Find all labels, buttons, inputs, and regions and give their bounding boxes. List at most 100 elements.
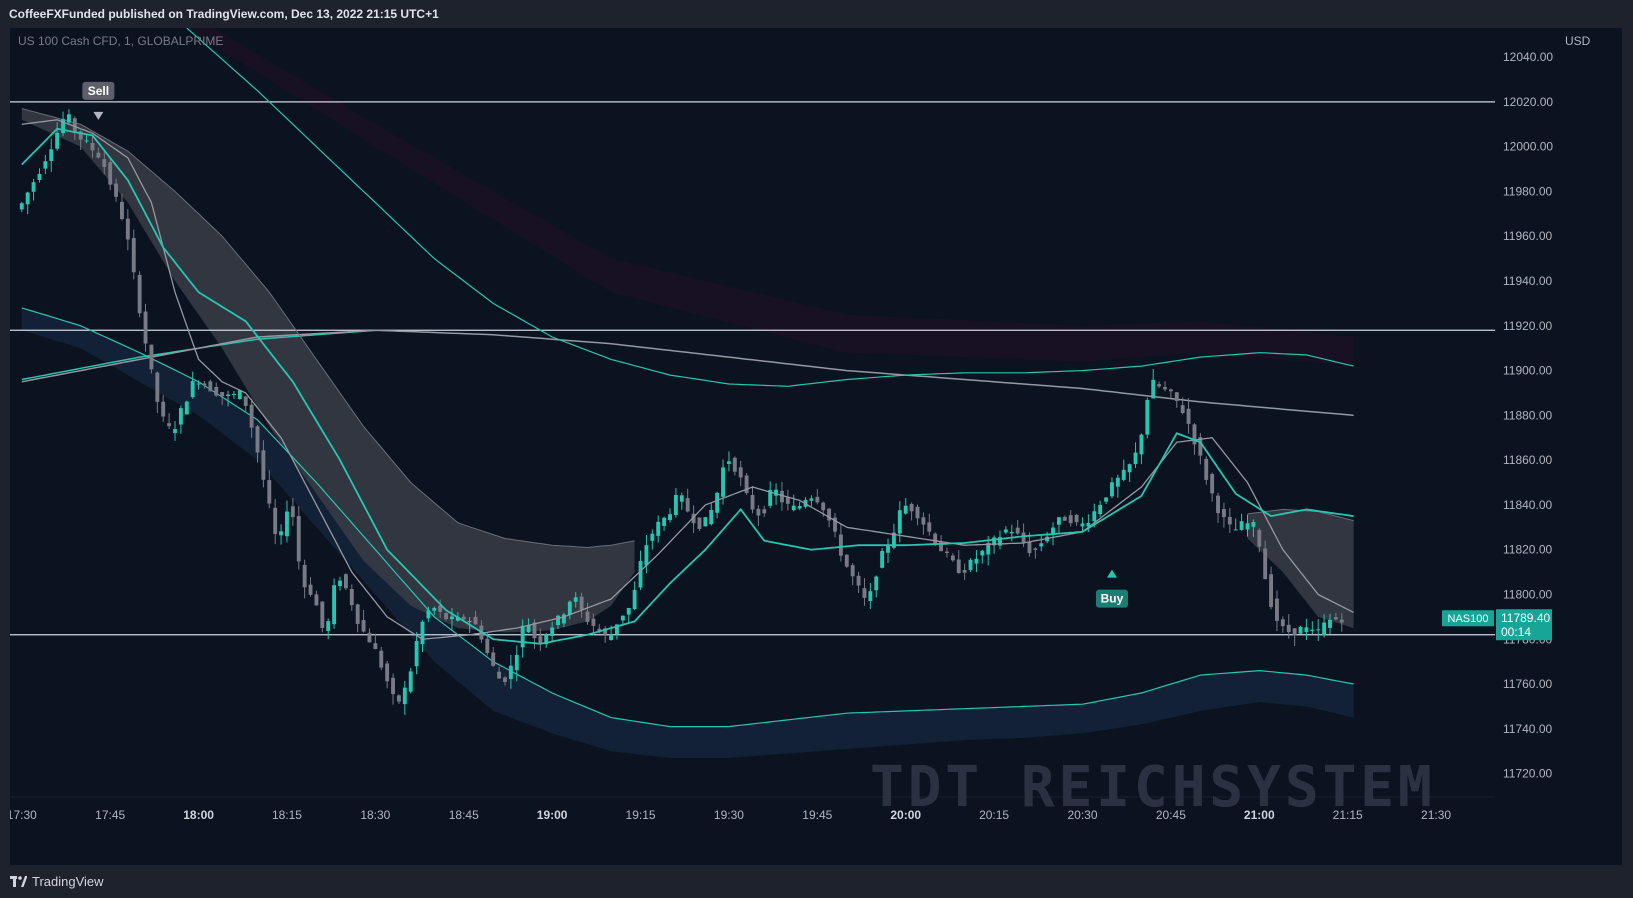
candle-body	[285, 511, 289, 537]
x-axis-tick-label: 18:30	[360, 808, 390, 822]
candle-body	[709, 509, 714, 525]
candle-body	[267, 480, 272, 504]
candle-body	[1033, 548, 1038, 550]
candle-body	[178, 408, 183, 425]
tradingview-logo[interactable]: TradingView	[10, 874, 104, 889]
upper-channel-band	[186, 28, 1354, 367]
candle-body	[338, 580, 342, 586]
publish-info-text: CoffeeFXFunded published on TradingView.…	[9, 7, 439, 21]
symbol-tag-label: NAS100	[1448, 613, 1489, 625]
candle-body	[697, 517, 702, 529]
candle-body	[886, 546, 890, 553]
candle-body	[1015, 527, 1020, 534]
candle-body	[61, 119, 65, 134]
candle-body	[603, 628, 608, 635]
candle-body	[438, 605, 443, 612]
candle-body	[1068, 515, 1073, 524]
candle-body	[37, 173, 42, 180]
y-axis-tick-label: 11800.00	[1503, 587, 1552, 601]
candle-body	[1127, 464, 1132, 473]
candle-body	[208, 381, 213, 392]
candle-body	[791, 505, 796, 511]
candle-body	[809, 498, 814, 501]
candle-body	[49, 149, 54, 162]
candle-body	[526, 625, 531, 633]
candle-body	[503, 677, 507, 683]
candle-body	[514, 654, 519, 671]
candle-body	[915, 506, 920, 519]
candle-body	[391, 677, 395, 695]
y-axis-tick-label: 11860.00	[1503, 453, 1552, 467]
candle-body	[31, 182, 36, 192]
candle-body	[785, 497, 790, 504]
symbol-title[interactable]: US 100 Cash CFD, 1, GLOBALPRIME	[18, 34, 224, 48]
candle-body	[190, 381, 195, 398]
candle-body	[1333, 617, 1338, 620]
y-axis-tick-label: 11840.00	[1503, 498, 1552, 512]
y-axis-tick-label: 11960.00	[1503, 229, 1552, 243]
candle-body	[25, 192, 30, 205]
publish-header: CoffeeFXFunded published on TradingView.…	[0, 0, 1633, 28]
candle-body	[332, 585, 337, 625]
candle-body	[874, 576, 879, 591]
teal-lower-channel-line	[21, 307, 1354, 728]
candle-body	[414, 640, 419, 667]
candle-body	[821, 502, 826, 511]
candle-body	[732, 457, 737, 472]
last-price-label: 11789.40	[1501, 611, 1550, 625]
candle-body	[738, 467, 743, 478]
candle-body	[668, 514, 672, 520]
y-axis-tick-label: 11920.00	[1503, 319, 1552, 333]
candle-body	[1322, 622, 1327, 636]
candle-body	[125, 218, 130, 240]
candle-body	[237, 390, 242, 399]
candle-body	[573, 597, 578, 602]
candle-body	[161, 401, 166, 417]
y-axis-tick-label: 11720.00	[1503, 767, 1552, 781]
candle-body	[43, 161, 48, 169]
candle-body	[1098, 504, 1103, 515]
y-axis-tick-label: 11940.00	[1503, 274, 1552, 288]
buy-signal-badge	[1095, 589, 1128, 608]
candle-body	[838, 534, 843, 556]
price-chart[interactable]: SellBuy11720.0011740.0011760.0011780.001…	[10, 28, 1622, 865]
candle-body	[402, 687, 407, 705]
candle-body	[84, 140, 89, 142]
candle-body	[1145, 399, 1150, 435]
teal-fast-ma-line	[21, 127, 1354, 645]
x-axis-tick-label: 18:45	[449, 808, 479, 822]
candle-body	[891, 532, 896, 548]
candle-body	[167, 423, 172, 427]
chart-pane[interactable]: SellBuy11720.0011740.0011760.0011780.001…	[10, 28, 1622, 865]
candle-body	[998, 537, 1002, 546]
candle-body	[508, 665, 513, 680]
candle-body	[302, 564, 307, 588]
signal-sell: Sell	[82, 81, 115, 120]
x-axis-tick-label: 17:30	[10, 808, 37, 822]
candle-body	[1210, 474, 1215, 494]
candle-body	[726, 461, 731, 464]
candle-body	[72, 118, 77, 132]
candle-body	[491, 652, 496, 666]
candle-body	[184, 401, 189, 415]
candle-body	[385, 663, 390, 682]
x-axis-tick-label: 17:45	[95, 808, 125, 822]
candle-body	[1316, 629, 1321, 631]
candle-body	[927, 522, 932, 532]
candle-body	[650, 533, 655, 541]
grey-cloud-band	[21, 108, 635, 633]
candle-body	[1009, 531, 1014, 534]
x-axis-tick-label: 20:15	[979, 808, 1009, 822]
candle-body	[143, 311, 148, 344]
footer-bar: TradingView	[0, 866, 1633, 898]
candle-body	[214, 387, 219, 396]
candle-body	[532, 622, 537, 639]
candle-body	[173, 429, 177, 434]
lower-channel-band	[21, 307, 1354, 758]
candle-body	[1339, 619, 1344, 623]
candle-body	[255, 426, 260, 453]
candle-body	[149, 344, 154, 370]
candle-body	[909, 503, 914, 512]
tradingview-logo-icon	[10, 875, 28, 888]
candle-body	[774, 489, 779, 496]
